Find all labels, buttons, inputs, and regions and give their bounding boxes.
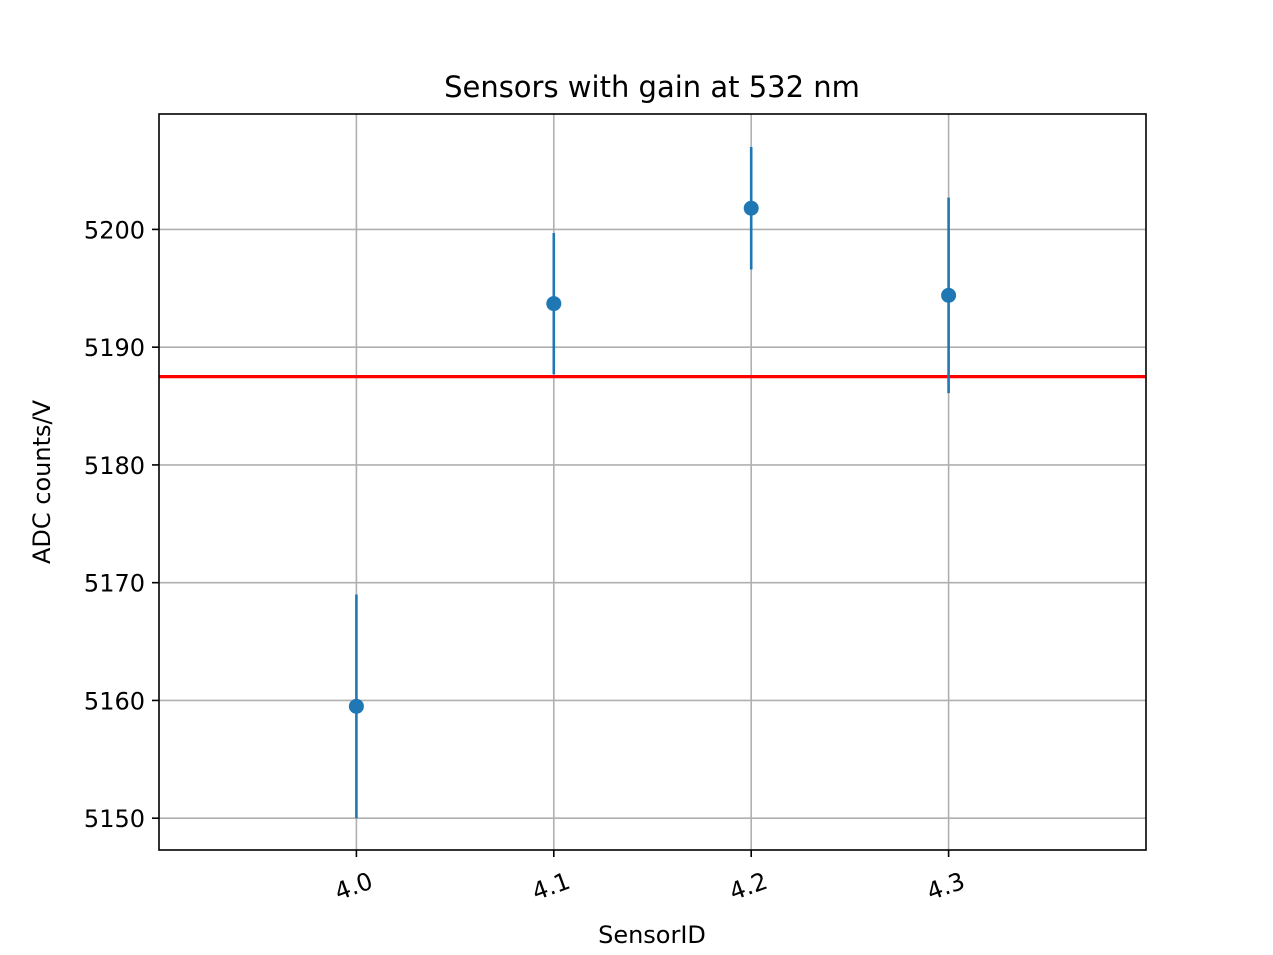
x-axis-label: SensorID [598, 921, 706, 949]
y-tick-label: 5160 [84, 687, 145, 715]
data-point [941, 287, 957, 303]
plot-frame [158, 113, 1147, 851]
y-tick-label: 5180 [84, 452, 145, 480]
y-axis-label: ADC counts/V [28, 399, 56, 564]
grid [159, 114, 1146, 850]
data-point [348, 698, 364, 714]
y-tick-label: 5200 [84, 216, 145, 244]
y-tick-label: 5170 [84, 570, 145, 598]
chart-title: Sensors with gain at 532 nm [444, 70, 860, 104]
data-point [743, 200, 759, 216]
data-point [546, 296, 562, 312]
y-tick-label: 5150 [84, 805, 145, 833]
y-tick-label: 5190 [84, 334, 145, 362]
data-series [348, 146, 957, 819]
